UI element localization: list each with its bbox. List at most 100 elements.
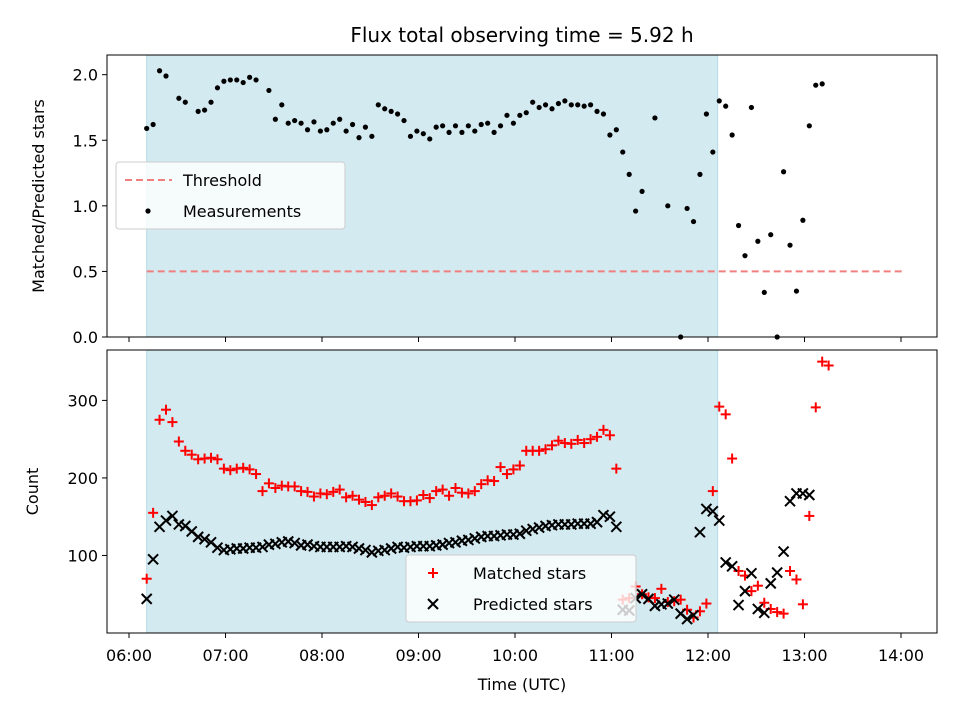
measurement-point [517,112,523,118]
measurement-point [536,104,542,111]
predicted-star-point [739,585,751,597]
matched-star-point [508,464,519,475]
predicted-star-point [765,577,777,590]
measurement-point [697,171,703,177]
matched-star-point [257,486,268,497]
measurement-point [253,77,259,83]
predicted-star-point [604,510,616,523]
measurement-point [594,108,600,114]
matched-star-point [373,492,384,503]
matched-star-point [392,491,403,502]
measurement-point [755,238,761,244]
measurement-point [201,107,208,113]
predicted-star-point [198,533,211,545]
measurement-point [247,74,253,80]
bottom-xtick-label: 13:00 [781,646,827,665]
measurement-point [581,103,587,109]
measurement-point [150,121,156,128]
measurement-point [433,124,439,130]
top-ytick-label: 2.0 [73,66,98,85]
measurement-point [337,116,343,122]
bottom-y-axis-label: Count [23,468,42,516]
matched-star-point [675,594,686,605]
predicted-star-point [707,505,719,517]
measurement-point [665,203,671,209]
matched-star-point [270,483,281,494]
x-axis-label: Time (UTC) [477,675,566,694]
predicted-star-point [610,521,623,533]
matched-star-point [160,404,171,415]
measurement-point [485,120,491,126]
matched-star-point [656,583,667,594]
matched-star-point [379,490,390,501]
matched-star-point [289,481,300,492]
matched-star-point [180,445,191,456]
measurement-point [298,120,304,126]
matched-star-point [366,500,377,511]
matched-star-point [701,598,712,609]
top-ytick-label: 1.0 [73,197,98,216]
measurement-point [748,104,755,111]
matched-star-point [566,438,577,449]
matched-star-point [341,492,352,503]
matched-star-point [546,440,557,451]
bottom-xtick-label: 09:00 [395,646,441,665]
matched-star-point [154,414,165,425]
matched-star-point [450,483,461,494]
measurement-point [427,136,433,142]
bottom-ytick-label: 300 [67,391,98,410]
predicted-star-point [147,553,159,566]
bottom-legend: Matched stars Predicted stars [405,554,637,623]
matched-star-point [353,494,364,505]
predicted-star-point [668,593,680,606]
top-y-ticks: 0.0 0.5 1.0 1.5 2.0 [73,66,107,347]
predicted-star-point [359,544,372,556]
predicted-star-point [713,514,725,527]
matched-star-point [598,424,609,435]
measurement-point [420,131,426,137]
bottom-xtick-label: 11:00 [588,646,634,665]
measurement-point [176,95,182,101]
top-axes-frame [106,54,938,338]
matched-star-point [804,510,815,521]
top-y-axis-label: Matched/Predicted stars [29,99,48,293]
measurement-point [182,99,188,105]
measurement-point [793,288,800,294]
measurements-series [144,68,825,340]
predicted-star-point [514,528,526,540]
legend-predicted-label: Predicted stars [473,595,593,614]
measurement-point [497,123,504,129]
top-x-ticks [128,337,902,342]
measurement-point [382,106,388,112]
measurement-point [195,108,201,114]
matched-star-point [186,449,197,460]
matched-star-point [437,484,448,495]
chart-title: Flux total observing time = 5.92 h [350,23,693,47]
matched-star-point [238,462,249,473]
top-panel: 0.00.51.01.52.0 Matched/Predicted stars … [29,54,938,347]
predicted-star-point [726,560,738,573]
measurement-point [446,129,452,135]
measurement-point [542,102,549,108]
predicted-star-point [636,588,648,600]
matched-star-point [649,593,660,604]
measurement-point [208,99,214,105]
matched-star-point [225,465,236,476]
matched-star-point [321,489,332,500]
measurement-point [684,205,690,212]
matched-star-point [604,430,615,441]
legend-matched-swatch [428,568,438,578]
measurement-point [388,108,394,114]
measurement-point [234,77,240,83]
measurement-point [356,135,362,141]
matched-star-point [167,417,178,428]
measurement-point [279,102,285,108]
bottom-x-ticks: 06:00 07:00 08:00 09:00 10:00 11:00 12:00 13:00… [106,633,924,665]
matched-star-point [444,490,455,501]
measurement-point [491,129,497,135]
measurement-point [639,188,645,195]
matched-star-point [592,431,603,442]
predicted-star-point [256,541,269,553]
measurement-point [472,128,478,134]
measurement-point [504,112,510,118]
